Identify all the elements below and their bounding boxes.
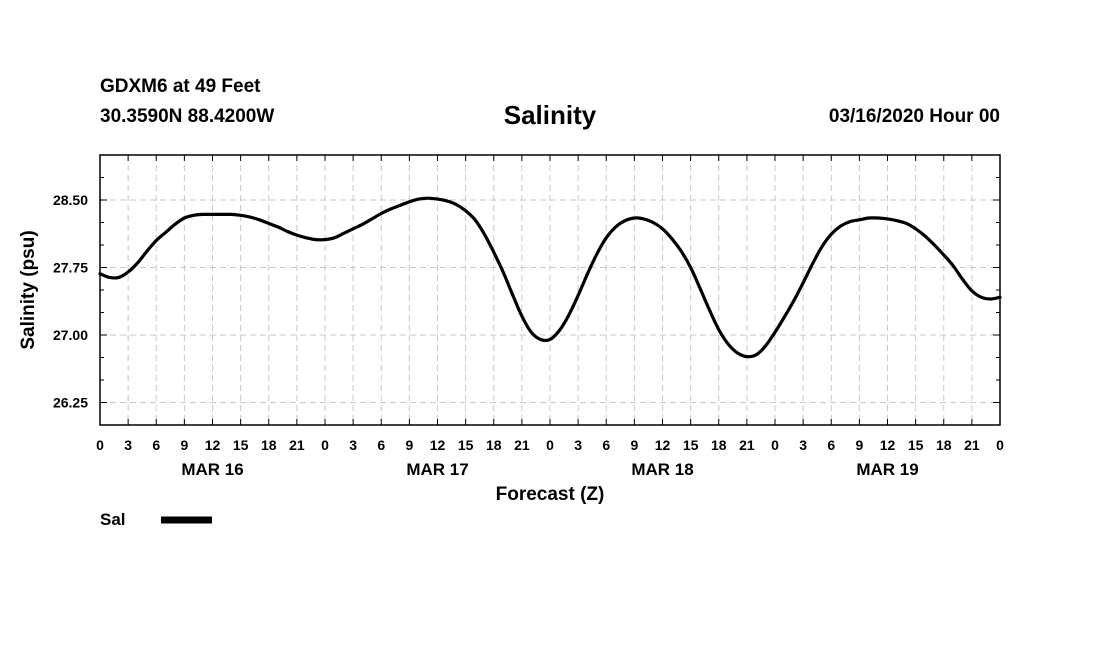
x-tick-label: 0 — [996, 437, 1004, 453]
x-tick-label: 0 — [96, 437, 104, 453]
axis-labels: 0 3 6 9 12 15 18 21 0 3 6 9 12 15 18 21 0 3 6 9 12 15 18 21 0 3 6 9… — [53, 192, 1004, 479]
series-line-sal — [98, 196, 1002, 359]
y-tick-label: 28.50 — [53, 192, 88, 208]
y-tick-label: 27.00 — [53, 327, 88, 343]
y-tick-label: 27.75 — [53, 260, 88, 276]
x-tick-label: 18 — [486, 437, 502, 453]
x-tick-label: 6 — [827, 437, 835, 453]
x-tick-label: 21 — [514, 437, 530, 453]
x-tick-label: 21 — [739, 437, 755, 453]
x-tick-label: 12 — [205, 437, 221, 453]
coordinates-label: 30.3590N 88.4200W — [100, 106, 275, 127]
legend-label-sal: Sal — [100, 510, 126, 529]
series-layer — [98, 196, 1002, 359]
y-tick-label: 26.25 — [53, 395, 88, 411]
grid-lines — [100, 155, 1000, 425]
x-axis-label: Forecast (Z) — [496, 484, 605, 505]
x-tick-label: 12 — [655, 437, 671, 453]
date-label: MAR 18 — [631, 460, 693, 479]
x-tick-label: 12 — [880, 437, 896, 453]
x-tick-label: 6 — [152, 437, 160, 453]
x-tick-label: 9 — [405, 437, 413, 453]
x-tick-label: 6 — [602, 437, 610, 453]
date-label: MAR 16 — [181, 460, 243, 479]
x-tick-label: 9 — [630, 437, 638, 453]
chart-title: Salinity — [503, 100, 597, 130]
x-tick-label: 15 — [233, 437, 249, 453]
x-tick-label: 9 — [855, 437, 863, 453]
forecast-datetime: 03/16/2020 Hour 00 — [828, 106, 1000, 127]
x-tick-label: 6 — [377, 437, 385, 453]
x-tick-label: 0 — [546, 437, 554, 453]
x-tick-label: 0 — [771, 437, 779, 453]
x-tick-label: 3 — [124, 437, 132, 453]
date-label: MAR 17 — [406, 460, 468, 479]
legend: Sal — [100, 510, 212, 529]
date-label: MAR 19 — [856, 460, 918, 479]
x-tick-label: 3 — [349, 437, 357, 453]
x-tick-label: 15 — [458, 437, 474, 453]
x-tick-label: 15 — [908, 437, 924, 453]
x-tick-label: 0 — [321, 437, 329, 453]
x-tick-label: 3 — [574, 437, 582, 453]
x-tick-label: 15 — [683, 437, 699, 453]
station-label: GDXM6 at 49 Feet — [100, 76, 261, 97]
x-tick-label: 18 — [261, 437, 277, 453]
x-tick-label: 12 — [430, 437, 446, 453]
x-tick-label: 18 — [711, 437, 727, 453]
x-tick-label: 18 — [936, 437, 952, 453]
y-axis-label: Salinity (psu) — [18, 230, 39, 349]
x-tick-label: 9 — [180, 437, 188, 453]
x-tick-label: 21 — [964, 437, 980, 453]
x-tick-label: 3 — [799, 437, 807, 453]
x-tick-label: 21 — [289, 437, 305, 453]
plot-frame — [99, 154, 1001, 426]
